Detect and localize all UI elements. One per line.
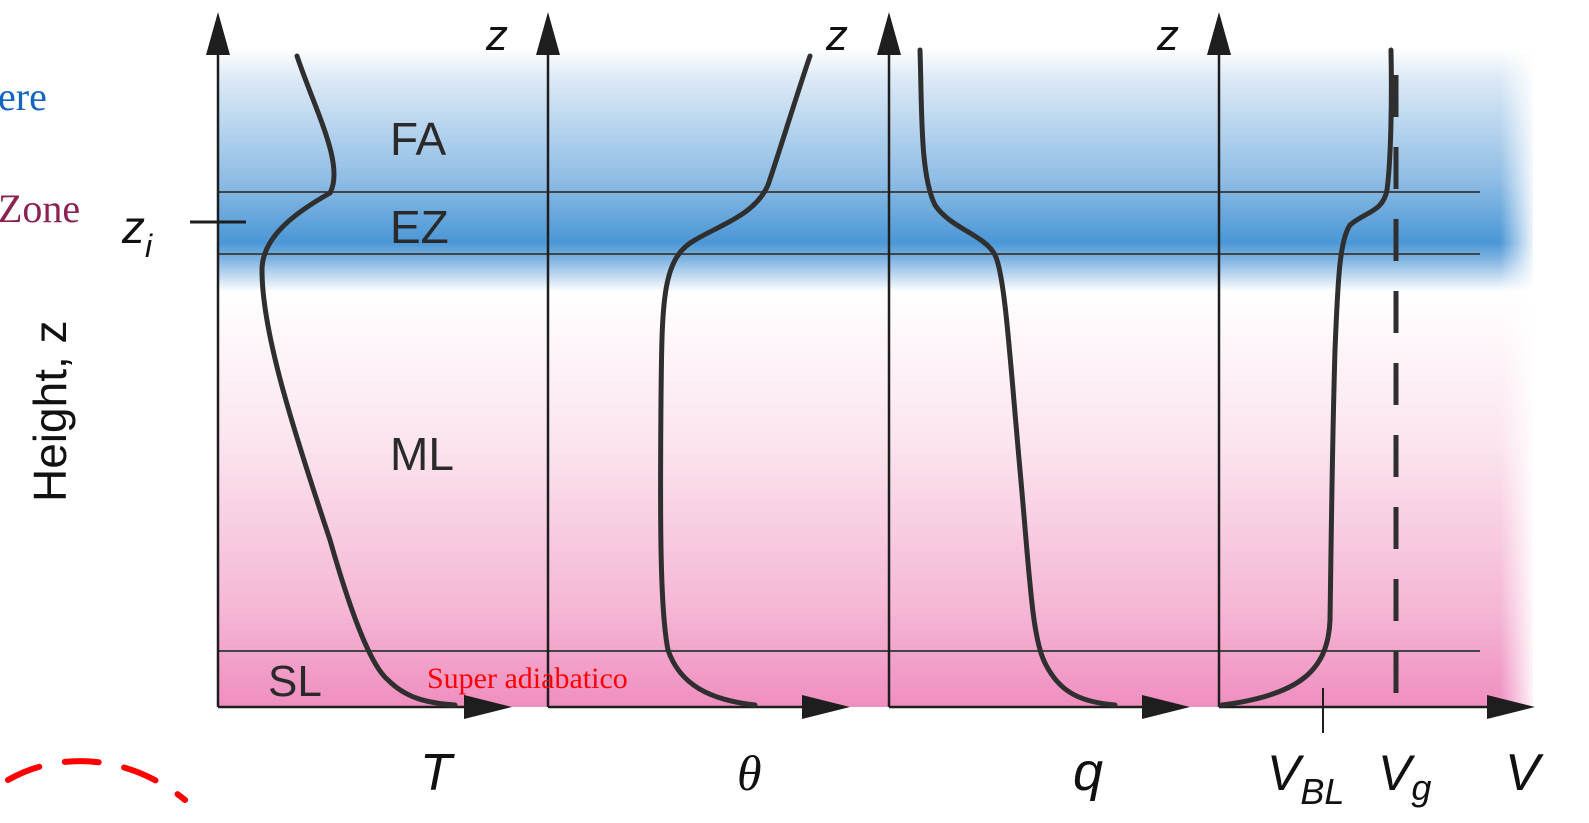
- atmosphere-label-fragment: ere: [0, 74, 47, 119]
- temperature-profile: [259, 53, 458, 708]
- up-arrow-icons: [206, 12, 1231, 55]
- z-axis-label: z: [485, 11, 508, 60]
- layer-label-fa: FA: [390, 113, 447, 165]
- wind-axis-label: V: [1505, 744, 1544, 802]
- layer-label-ml: ML: [390, 428, 454, 480]
- wind-geostrophic-label: Vg: [1378, 745, 1431, 808]
- super-adiabatic-annotation: Super adiabatico: [427, 662, 628, 695]
- wind-bl-label: VBL: [1267, 745, 1344, 812]
- red-dashed-arc: [5, 758, 188, 803]
- z-axis-label: z: [1156, 11, 1179, 60]
- temperature-axis-label: T: [420, 744, 455, 802]
- humidity-axis-label: q: [1073, 742, 1103, 802]
- z-axis-label: z: [825, 11, 848, 60]
- zone-label-fragment: Zone: [0, 186, 80, 231]
- zi-label: zi: [121, 201, 153, 264]
- wind-profile: [1219, 47, 1394, 708]
- theta-profile: [658, 53, 813, 708]
- height-axis-label: Height, z: [24, 320, 76, 502]
- layer-label-sl: SL: [268, 657, 322, 706]
- background-gradient: [218, 48, 1533, 707]
- vertical-axes: [216, 45, 1221, 707]
- theta-axis-label: θ: [737, 745, 762, 801]
- layer-label-ez: EZ: [390, 201, 449, 253]
- right-arrow-icons: [464, 695, 1535, 719]
- humidity-profile: [917, 47, 1118, 708]
- background-fade: [1500, 48, 1533, 707]
